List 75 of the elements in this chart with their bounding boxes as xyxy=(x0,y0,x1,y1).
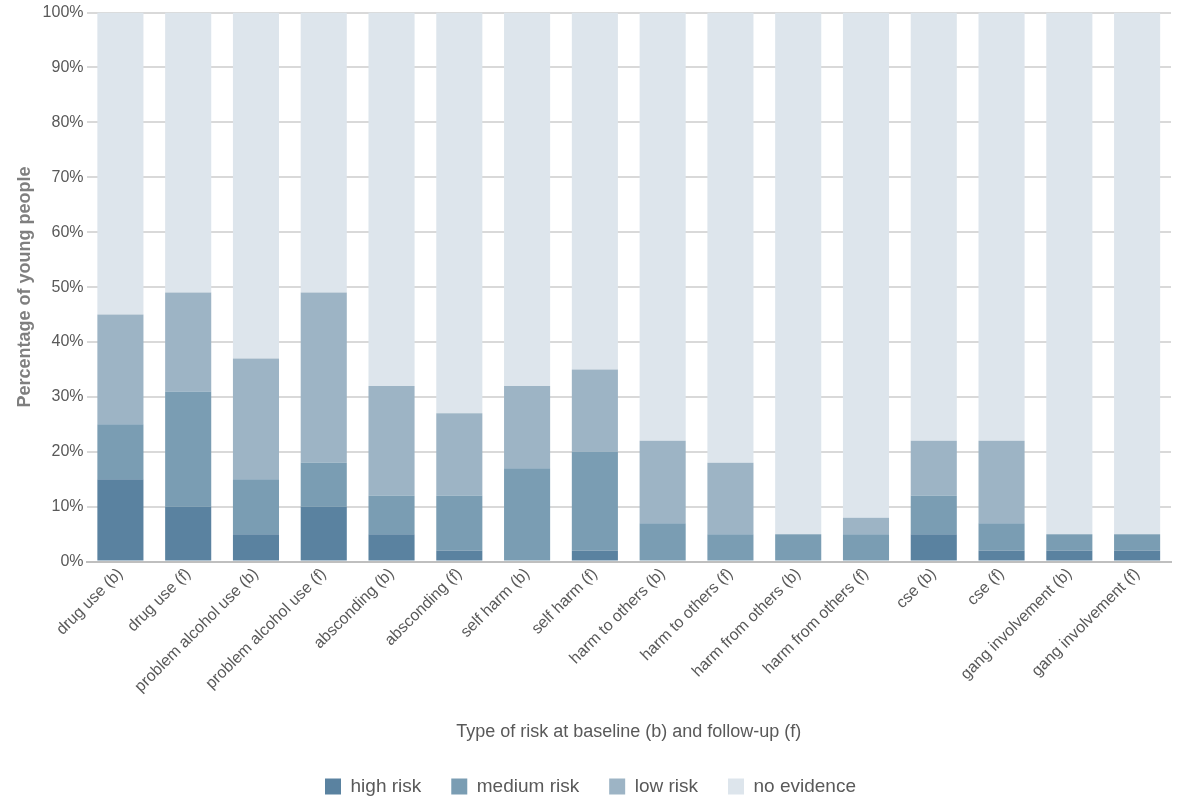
bar xyxy=(436,12,483,414)
y-tick-label: 70% xyxy=(51,167,84,185)
bar xyxy=(436,550,483,561)
legend-label: high risk xyxy=(350,774,422,796)
bar xyxy=(232,534,280,561)
bar xyxy=(910,534,957,561)
bar xyxy=(1046,550,1093,561)
y-tick-label: 0% xyxy=(60,552,84,569)
y-tick-label: 40% xyxy=(51,332,84,350)
bar xyxy=(232,12,280,359)
bar xyxy=(368,534,415,561)
x-axis-title: Type of risk at baseline (b) and follow-up (f) xyxy=(456,721,802,742)
bar xyxy=(571,451,618,551)
y-tick-label: 10% xyxy=(51,497,84,515)
bar xyxy=(842,534,890,561)
bar xyxy=(436,413,483,496)
y-tick-label: 90% xyxy=(51,57,84,75)
y-tick-label: 100% xyxy=(42,3,84,21)
bar xyxy=(707,12,754,463)
bar xyxy=(842,517,890,535)
bar xyxy=(165,506,212,561)
bar xyxy=(97,12,144,315)
bar xyxy=(232,479,280,535)
y-tick-label: 60% xyxy=(51,222,84,240)
y-tick-label: 30% xyxy=(51,387,84,405)
y-tick-label: 20% xyxy=(51,442,84,460)
bar xyxy=(639,523,686,561)
y-axis-title: Percentage of young people xyxy=(13,166,34,408)
bar xyxy=(1114,550,1161,561)
bar xyxy=(97,424,144,480)
y-tick-label: 50% xyxy=(51,277,84,295)
bar xyxy=(775,534,822,561)
x-tick-label: cse (b) xyxy=(892,564,940,612)
bar xyxy=(165,292,212,392)
bar xyxy=(639,12,686,441)
legend-label: no evidence xyxy=(753,774,856,796)
bar xyxy=(978,523,1025,551)
bar xyxy=(910,440,957,496)
bar xyxy=(571,12,618,370)
bar xyxy=(707,534,754,561)
bar xyxy=(436,495,483,551)
legend-label: low risk xyxy=(634,774,699,796)
bar xyxy=(571,369,618,452)
bar xyxy=(300,462,347,507)
bar xyxy=(842,12,890,518)
bar xyxy=(300,12,347,293)
bar xyxy=(1114,12,1161,535)
bar xyxy=(368,12,415,386)
bar xyxy=(165,391,212,507)
bar xyxy=(368,385,415,496)
bar xyxy=(978,550,1025,561)
bar xyxy=(707,462,754,535)
y-tick-label: 80% xyxy=(51,112,84,130)
bar xyxy=(504,468,551,561)
bar xyxy=(165,12,212,293)
bar xyxy=(97,314,144,425)
bar xyxy=(978,440,1025,524)
bar xyxy=(368,495,415,535)
bar xyxy=(978,12,1025,441)
bar xyxy=(232,358,280,480)
legend-label: medium risk xyxy=(476,774,580,796)
bar xyxy=(1046,12,1093,535)
bar xyxy=(910,495,957,535)
bar xyxy=(300,292,347,463)
bar xyxy=(639,440,686,524)
bar xyxy=(97,479,144,561)
bar xyxy=(775,12,822,535)
x-tick-label: cse (f) xyxy=(963,564,1007,609)
bar xyxy=(1114,534,1161,551)
bar xyxy=(571,550,618,561)
bar xyxy=(504,12,551,386)
bar xyxy=(910,12,957,441)
bar xyxy=(504,385,551,469)
bar xyxy=(1046,534,1093,551)
bar xyxy=(300,506,347,561)
